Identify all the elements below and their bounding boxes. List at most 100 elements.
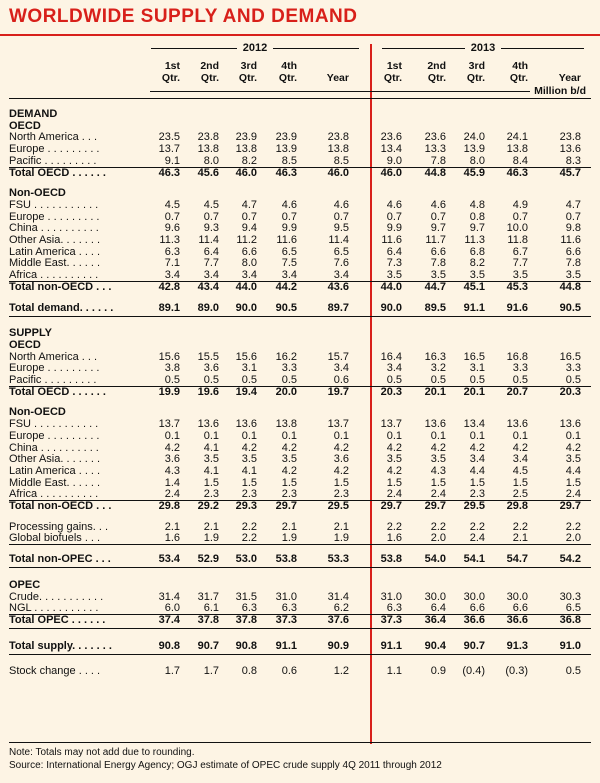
table-cell: 1.5 xyxy=(512,476,528,489)
table-cell: 43.6 xyxy=(327,280,349,293)
table-cell: 31.4 xyxy=(327,590,349,603)
table-cell: 2.1 xyxy=(281,520,297,533)
table-cell: 1.5 xyxy=(430,476,446,489)
table-cell: 1.1 xyxy=(386,665,402,678)
footer-rule xyxy=(9,742,591,743)
table-cell: 29.5 xyxy=(327,500,349,512)
table-cell: 11.7 xyxy=(425,234,446,246)
table-cell: 7.5 xyxy=(281,257,297,270)
table-cell: 1.2 xyxy=(333,665,349,678)
table-cell: 46.0 xyxy=(327,166,349,179)
table-cell: 42.8 xyxy=(158,280,180,293)
table-cell: 9.7 xyxy=(469,222,485,235)
table-cell: 30.0 xyxy=(424,590,446,603)
row-label: Latin America . . . . xyxy=(9,464,101,477)
table-cell: 13.6 xyxy=(424,418,446,431)
row-label: Middle East. . . . . . xyxy=(9,257,101,270)
table-cell: 1.9 xyxy=(333,532,349,545)
table-cell: 13.6 xyxy=(197,418,219,431)
table-cell: 6.0 xyxy=(164,602,180,615)
table-cell: 11.2 xyxy=(236,234,257,246)
table-cell: 8.0 xyxy=(241,257,257,270)
table-cell: 3.4 xyxy=(241,269,257,282)
table-cell: 20.1 xyxy=(424,385,446,398)
table-cell: 16.5 xyxy=(559,350,581,363)
table-cell: 0.5 xyxy=(565,374,581,386)
table-cell: 0.5 xyxy=(281,374,297,386)
table-cell: 89.7 xyxy=(327,301,349,314)
table-cell: 0.1 xyxy=(512,429,528,442)
table-cell: 13.4 xyxy=(463,418,485,431)
table-cell: 6.2 xyxy=(333,602,349,615)
table-cell: 7.7 xyxy=(512,257,528,270)
table-cell: 44.7 xyxy=(424,280,446,293)
table-cell: 6.3 xyxy=(281,602,297,615)
table-cell: 3.1 xyxy=(241,362,257,375)
row-label: OECD xyxy=(9,119,41,132)
table-cell: 0.1 xyxy=(565,429,581,442)
table-cell: 54.1 xyxy=(463,553,485,566)
table-cell: 0.1 xyxy=(430,429,446,442)
table-cell: 6.6 xyxy=(430,245,446,258)
table-cell: 3.4 xyxy=(281,269,297,282)
column-header: 3rd Qtr. xyxy=(445,60,485,84)
table-cell: 4.2 xyxy=(281,464,297,477)
table-cell: 46.3 xyxy=(158,166,180,179)
table-cell: 13.6 xyxy=(506,418,528,431)
table-row: China . . . . . . . . . . 4.2 4.1 4.2 4.2 4.2… xyxy=(9,442,591,455)
row-label: Pacific . . . . . . . . . xyxy=(9,154,97,167)
table-cell: 0.5 xyxy=(430,374,446,386)
table-cell: 1.5 xyxy=(281,476,297,489)
table-row: Europe . . . . . . . . . 13.7 13.8 13.8 13.9… xyxy=(9,143,591,156)
table-row: Total non-OECD . . . 42.8 43.4 44.0 44.2 43.6… xyxy=(9,281,591,294)
table-cell: 0.5 xyxy=(203,374,219,386)
row-label: NGL . . . . . . . . . . . xyxy=(9,602,99,615)
row-label: Global biofuels . . . xyxy=(9,532,101,545)
row-label: FSU . . . . . . . . . . . xyxy=(9,198,99,211)
table-cell: 0.7 xyxy=(203,210,219,223)
column-header-line: 2nd xyxy=(427,60,446,72)
table-cell: 3.5 xyxy=(386,269,402,282)
row-label: Total supply. . . . . . . xyxy=(9,639,112,652)
table-cell: 0.1 xyxy=(386,429,402,442)
table-cell: 2.3 xyxy=(281,488,297,501)
table-cell: 29.8 xyxy=(158,500,180,512)
table-cell: 44.8 xyxy=(559,280,581,293)
table-cell: 3.5 xyxy=(386,453,402,466)
table-cell: 9.3 xyxy=(203,222,219,235)
table-cell: 0.5 xyxy=(512,374,528,386)
table-row: Stock change . . . . 1.7 1.7 0.8 0.6 1.2 1.1 0.… xyxy=(9,665,591,678)
table-cell: 7.3 xyxy=(386,257,402,270)
table-cell: 90.7 xyxy=(197,639,219,652)
table-cell: 54.0 xyxy=(424,553,446,566)
table-row: OPEC xyxy=(9,579,591,592)
table-cell: 0.5 xyxy=(241,374,257,386)
table-cell: 37.8 xyxy=(197,613,219,626)
table-row: Total non-OPEC . . . 53.4 52.9 53.0 53.8 53.3… xyxy=(9,553,591,569)
year-divider xyxy=(370,44,372,744)
table-row: North America . . . 23.5 23.8 23.9 23.9 23.8 2… xyxy=(9,131,591,144)
table-cell: 16.3 xyxy=(424,350,446,363)
table-cell: 13.7 xyxy=(158,143,180,156)
table-cell: 4.2 xyxy=(386,464,402,477)
table-row: North America . . . 15.6 15.5 15.6 16.2 15.7 1… xyxy=(9,351,591,364)
table-cell: 4.2 xyxy=(241,441,257,454)
table-cell: 15.6 xyxy=(158,350,180,363)
table-cell: 45.6 xyxy=(197,166,219,179)
unit-header: Million b/d xyxy=(150,85,590,97)
column-header: Year xyxy=(541,60,581,84)
table-cell: 19.9 xyxy=(158,385,180,398)
row-label: Total non-OECD . . . xyxy=(9,500,112,512)
table-cell: 4.2 xyxy=(430,441,446,454)
footnote: Note: Totals may not add due to rounding… xyxy=(9,747,195,758)
row-label: DEMAND xyxy=(9,108,58,120)
table-cell: 2.3 xyxy=(241,488,257,501)
table-cell: 54.7 xyxy=(506,553,528,566)
table-cell: 6.6 xyxy=(241,245,257,258)
table-cell: 23.6 xyxy=(424,131,446,144)
row-label: Total OECD . . . . . . xyxy=(9,385,106,398)
source-note: Source: International Energy Agency; OGJ… xyxy=(9,760,442,771)
table-cell: 6.1 xyxy=(203,602,219,615)
table-cell: 8.0 xyxy=(203,154,219,167)
table-cell: 6.3 xyxy=(241,602,257,615)
